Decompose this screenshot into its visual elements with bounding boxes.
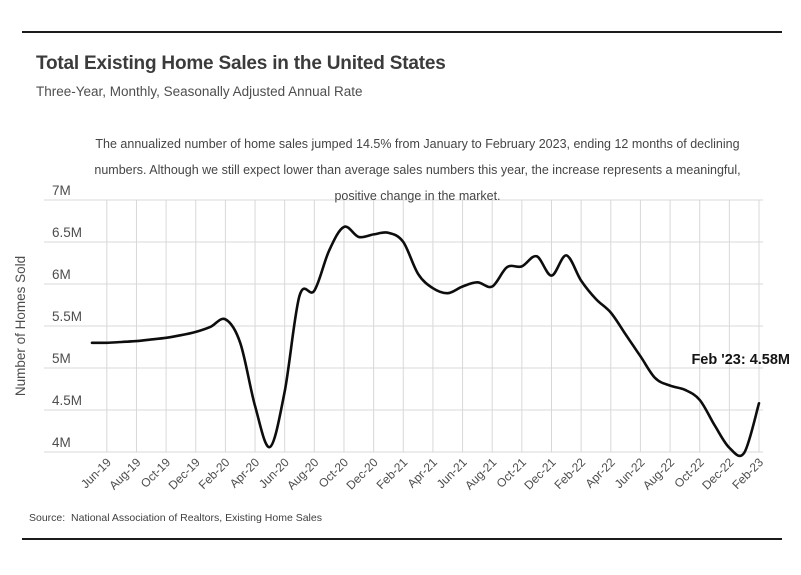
x-tick-label: Aug-21 xyxy=(462,455,499,492)
y-axis-title: Number of Homes Sold xyxy=(13,256,28,396)
x-tick-label: Apr-20 xyxy=(227,455,263,491)
chart-annotation-paragraph: The annualized number of home sales jump… xyxy=(35,131,800,209)
x-tick-label: Dec-21 xyxy=(521,455,558,492)
x-tick-label: Apr-21 xyxy=(405,455,441,491)
annotation-line-2: numbers. Although we still expect lower … xyxy=(94,163,741,177)
x-tick-label: Aug-22 xyxy=(640,455,677,492)
top-divider xyxy=(22,31,782,33)
y-tick-label: 4M xyxy=(52,435,71,450)
annotation-line-1: The annualized number of home sales jump… xyxy=(95,137,740,151)
y-tick-label: 7M xyxy=(52,183,71,198)
x-tick-label: Aug-20 xyxy=(284,455,321,492)
y-tick-label: 4.5M xyxy=(52,393,82,408)
page-subtitle: Three-Year, Monthly, Seasonally Adjusted… xyxy=(36,84,363,99)
x-tick-label: Aug-19 xyxy=(106,455,143,492)
page-title: Total Existing Home Sales in the United … xyxy=(36,53,446,74)
x-tick-label: Dec-20 xyxy=(343,455,380,492)
x-tick-label: Dec-19 xyxy=(166,455,203,492)
x-tick-label: Feb-22 xyxy=(551,455,588,492)
x-tick-label: Apr-22 xyxy=(583,455,619,491)
latest-value-callout: Feb '23: 4.58M xyxy=(691,352,790,368)
x-tick-label: Feb-23 xyxy=(729,455,766,492)
y-tick-label: 6M xyxy=(52,267,71,282)
x-tick-label: Feb-21 xyxy=(374,455,411,492)
x-tick-label: Dec-22 xyxy=(699,455,736,492)
y-tick-label: 5M xyxy=(52,351,71,366)
sales-trend-line xyxy=(90,225,761,458)
annotation-line-3: positive change in the market. xyxy=(334,189,501,203)
bottom-divider xyxy=(22,538,782,540)
y-tick-label: 5.5M xyxy=(52,309,82,324)
y-tick-label: 6.5M xyxy=(52,225,82,240)
x-tick-label: Feb-20 xyxy=(196,455,233,492)
source-attribution: Source: National Association of Realtors… xyxy=(29,512,322,524)
